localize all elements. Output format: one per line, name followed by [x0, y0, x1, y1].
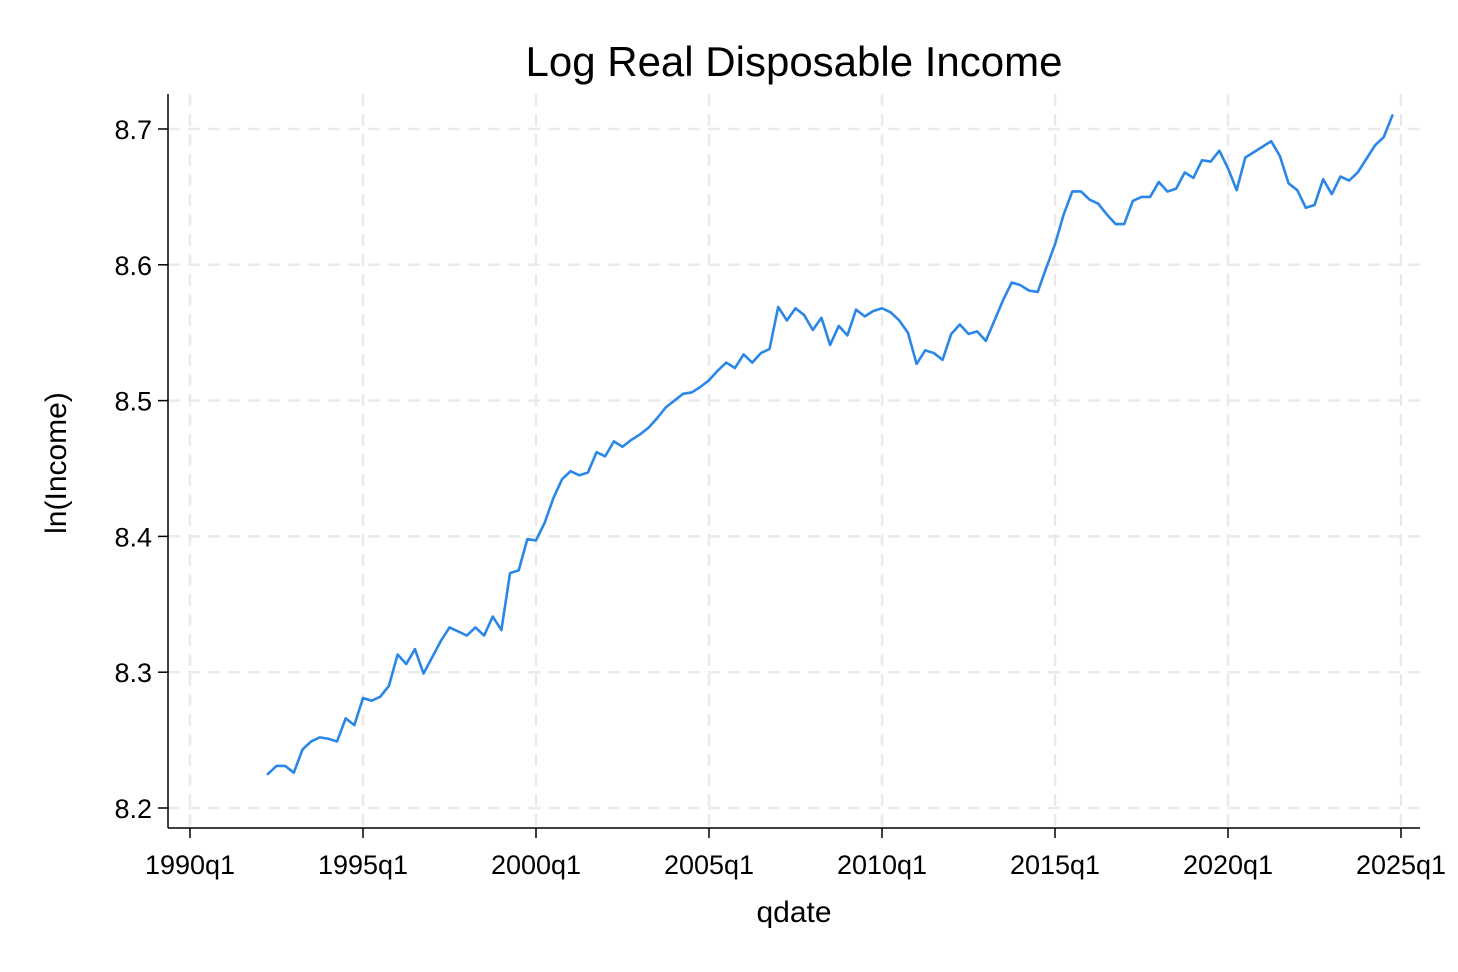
x-axis-ticks: 1990q1 1995q1 2000q1 2005q1 2010q1 2015q1 2020…	[145, 828, 1446, 880]
y-tick-label: 8.4	[114, 522, 152, 552]
y-axis-ticks: 8.2 8.3 8.4 8.5 8.6 8.7	[114, 115, 168, 824]
axes	[167, 94, 1420, 829]
series-layer	[266, 114, 1394, 776]
x-axis-label: qdate	[756, 896, 831, 929]
y-tick-label: 8.2	[114, 794, 152, 824]
x-tick-label: 2025q1	[1356, 850, 1446, 880]
y-axis-label: ln(Income)	[40, 392, 73, 534]
gridlines	[168, 94, 1420, 828]
series-line	[266, 114, 1394, 776]
x-tick-label: 2020q1	[1183, 850, 1273, 880]
x-tick-label: 2015q1	[1010, 850, 1100, 880]
chart-title: Log Real Disposable Income	[526, 38, 1063, 85]
y-tick-label: 8.3	[114, 658, 152, 688]
y-tick-label: 8.5	[114, 387, 152, 417]
y-tick-label: 8.6	[114, 251, 152, 281]
x-tick-label: 1995q1	[318, 850, 408, 880]
x-tick-label: 1990q1	[145, 850, 235, 880]
x-tick-label: 2000q1	[491, 850, 581, 880]
y-tick-label: 8.7	[114, 115, 152, 145]
x-tick-label: 2005q1	[664, 850, 754, 880]
x-tick-label: 2010q1	[837, 850, 927, 880]
